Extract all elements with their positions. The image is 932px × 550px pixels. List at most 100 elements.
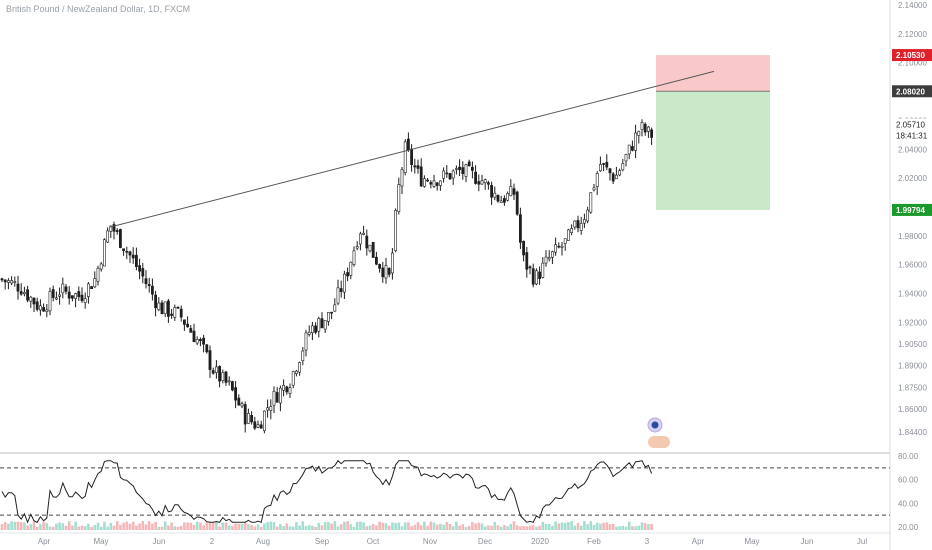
volume-bar xyxy=(13,521,17,530)
candle-body xyxy=(179,308,183,318)
price-tick-label: 1.84400 xyxy=(898,428,927,437)
time-tick-label: 3 xyxy=(645,537,650,546)
price-tick-label: 1.86000 xyxy=(898,405,927,414)
candle-body xyxy=(96,267,100,282)
volume-bar xyxy=(429,521,433,530)
volume-bar xyxy=(269,521,273,530)
target-zone xyxy=(656,91,770,210)
candle-body xyxy=(38,305,42,311)
candle-body xyxy=(534,270,538,285)
candle-body xyxy=(77,291,81,298)
volume-bar xyxy=(535,526,538,530)
volume-bar xyxy=(477,522,481,530)
candle-body xyxy=(167,300,170,317)
volume-bar xyxy=(538,525,541,530)
volume-bar xyxy=(359,521,362,530)
candle-body xyxy=(451,170,455,179)
volume-bar xyxy=(218,526,221,530)
candle-body xyxy=(480,180,484,185)
volume-bar xyxy=(10,521,13,530)
volume-bar xyxy=(544,523,548,530)
candle-body xyxy=(294,370,298,374)
volume-bar xyxy=(221,522,225,530)
volume-bar xyxy=(192,524,196,530)
volume-bar xyxy=(525,526,529,530)
candle-body xyxy=(598,164,602,172)
candle-body xyxy=(35,301,39,310)
rsi-tick-label: 40.00 xyxy=(898,499,919,508)
candle-body xyxy=(570,228,574,233)
candle-body xyxy=(112,224,116,232)
candle-body xyxy=(618,170,622,176)
volume-bar xyxy=(403,522,407,530)
candle-body xyxy=(250,415,254,423)
volume-bar xyxy=(291,526,295,530)
candle-body xyxy=(435,182,439,186)
candle-body xyxy=(131,254,135,259)
candle-body xyxy=(496,195,500,202)
price-tick-label: 1.89000 xyxy=(898,362,927,371)
volume-bar xyxy=(170,522,173,530)
candle-body xyxy=(413,165,417,168)
candle-body xyxy=(125,251,129,253)
volume-bar xyxy=(71,525,74,530)
candle-body xyxy=(403,141,407,173)
candle-body xyxy=(365,235,369,249)
volume-bar xyxy=(16,521,20,530)
volume-bar xyxy=(307,525,311,530)
candle-body xyxy=(259,424,263,429)
candle-body xyxy=(390,252,394,274)
volume-bar xyxy=(551,525,554,530)
candle-body xyxy=(541,262,545,278)
candle-body xyxy=(493,192,497,198)
candle-body xyxy=(614,174,618,180)
volume-bar xyxy=(208,522,212,530)
candle-body xyxy=(573,220,577,228)
candle-body xyxy=(531,268,535,285)
volume-bar xyxy=(531,525,535,530)
candle-body xyxy=(576,220,580,229)
volume-bar xyxy=(621,525,625,530)
candle-body xyxy=(397,184,401,212)
volume-bar xyxy=(51,526,55,530)
volume-bar xyxy=(99,526,103,530)
candle-body xyxy=(592,187,596,191)
candle-body xyxy=(342,273,346,293)
volume-bar xyxy=(119,524,122,530)
current-price-label: 2.05710 xyxy=(896,121,925,130)
volume-bar xyxy=(451,526,455,530)
volume-bar xyxy=(202,525,205,530)
volume-bar xyxy=(285,523,289,530)
candle-body xyxy=(119,229,122,248)
volume-bar xyxy=(151,523,154,530)
candle-body xyxy=(506,193,510,201)
candle-body xyxy=(71,295,74,299)
candle-body xyxy=(637,131,641,136)
volume-bar xyxy=(154,521,157,530)
volume-bar xyxy=(205,522,209,530)
volume-bar xyxy=(592,525,596,530)
volume-bar xyxy=(637,525,641,530)
volume-bar xyxy=(282,526,285,530)
candle-body xyxy=(3,279,7,283)
candle-body xyxy=(83,298,87,303)
volume-bar xyxy=(640,522,644,530)
candle-body xyxy=(234,387,238,401)
volume-bar xyxy=(330,523,333,530)
candle-body xyxy=(186,323,190,328)
volume-bar xyxy=(627,521,631,530)
target-label: 1.99794 xyxy=(896,206,925,215)
candle-body xyxy=(643,123,647,133)
volume-bar xyxy=(250,524,253,530)
candle-body xyxy=(557,245,561,248)
candle-body xyxy=(13,281,17,283)
volume-bar xyxy=(3,522,7,530)
time-tick-label: Jun xyxy=(801,537,814,546)
event-flag-dot-icon xyxy=(651,421,659,429)
volume-bar xyxy=(183,522,186,530)
candle-body xyxy=(99,263,103,270)
candle-body xyxy=(426,179,430,182)
candle-body xyxy=(247,413,250,424)
